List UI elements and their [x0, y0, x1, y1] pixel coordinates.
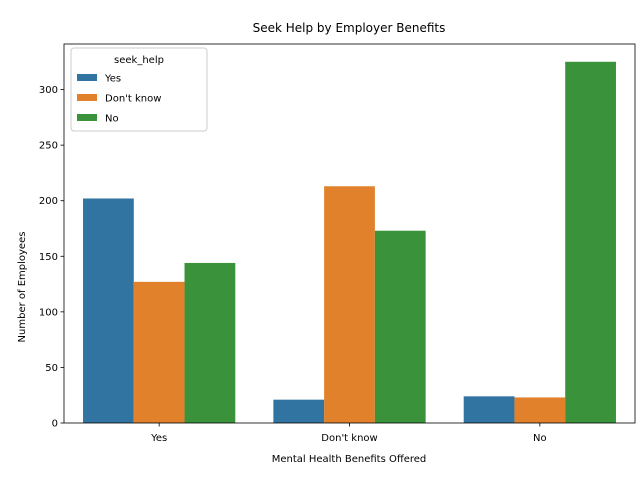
y-tick-label: 50 [45, 363, 58, 374]
y-tick-label: 250 [39, 141, 58, 152]
bar-yes-0 [83, 198, 134, 423]
bar-don-t-know-0 [133, 281, 185, 423]
legend: seek_help Yes Don't know No [70, 47, 208, 132]
x-tick-label: Yes [150, 433, 167, 444]
legend-swatch-0 [77, 74, 97, 81]
legend-swatch-2 [77, 114, 97, 121]
x-tick-label: No [533, 433, 547, 444]
y-tick-label: 200 [39, 196, 58, 207]
y-axis-title: Number of Employees [17, 232, 28, 343]
bar-don-t-know-2 [514, 397, 566, 423]
y-tick-label: 300 [39, 85, 58, 96]
plot-area: 0 50 100 150 200 250 300 Yes Don't know No [39, 43, 636, 444]
bar-don-t-know-1 [324, 186, 375, 423]
chart-title: Seek Help by Employer Benefits [253, 21, 446, 35]
x-axis-title: Mental Health Benefits Offered [272, 454, 427, 465]
bar-yes-2 [463, 396, 515, 423]
bar-yes-1 [273, 399, 325, 423]
legend-title: seek_help [114, 55, 164, 66]
legend-entry-0: Yes [104, 74, 121, 85]
legend-entry-2: No [105, 114, 119, 125]
legend-box [70, 47, 208, 132]
bar-no-2 [565, 61, 616, 423]
legend-entry-1: Don't know [105, 94, 161, 105]
legend-swatch-1 [77, 94, 97, 101]
y-tick-label: 100 [39, 307, 58, 318]
y-tick-label: 150 [39, 252, 58, 263]
bar-no-1 [374, 230, 426, 423]
x-tick-label: Don't know [321, 433, 377, 444]
y-tick-label: 0 [52, 419, 58, 430]
bar-no-0 [184, 262, 236, 423]
